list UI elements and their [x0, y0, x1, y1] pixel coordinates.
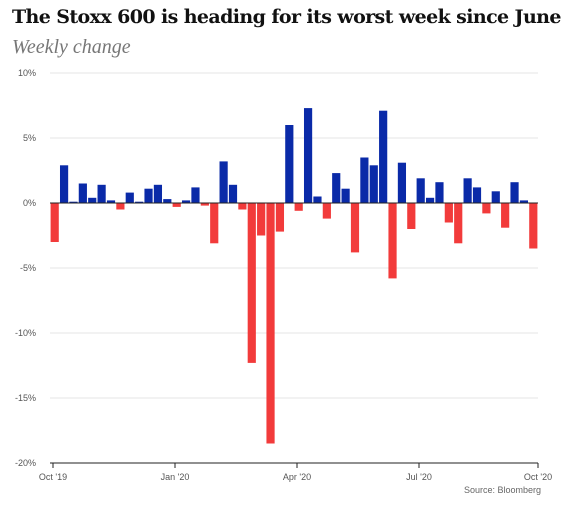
chart-subtitle: Weekly change — [12, 36, 131, 58]
bar — [144, 188, 153, 203]
bar — [435, 182, 444, 203]
y-tick-label: 0% — [23, 198, 36, 208]
x-tick-label: Oct '19 — [39, 472, 67, 482]
y-tick-label: 10% — [18, 68, 36, 78]
bar — [454, 203, 463, 244]
bar — [275, 203, 285, 232]
bar — [50, 203, 59, 242]
bar — [228, 184, 238, 203]
bar — [200, 203, 209, 206]
bar — [341, 188, 350, 203]
y-tick-label: -5% — [20, 263, 36, 273]
bar — [97, 184, 106, 203]
y-tick-label: -15% — [15, 393, 36, 403]
bar — [247, 203, 256, 363]
bar — [444, 203, 453, 223]
bar — [463, 178, 472, 203]
bar — [519, 200, 529, 203]
bar — [369, 165, 378, 203]
bar — [472, 187, 482, 203]
bar — [350, 203, 360, 253]
bar — [425, 197, 435, 203]
bar — [78, 183, 87, 203]
bar — [210, 203, 219, 244]
bar — [416, 178, 425, 203]
bar — [303, 108, 313, 203]
x-axis-ticks: Oct '19 Jan '20 Apr '20 Jul '20 Oct '20 — [39, 463, 552, 482]
y-tick-label: -10% — [15, 328, 36, 338]
bar — [313, 196, 322, 203]
axes — [50, 202, 538, 464]
bar — [360, 157, 369, 203]
bar — [69, 201, 78, 203]
y-tick-label: 5% — [23, 133, 36, 143]
bar — [191, 187, 200, 203]
x-tick-label: Oct '20 — [524, 472, 552, 482]
bar — [294, 203, 303, 211]
x-tick-label: Jan '20 — [161, 472, 190, 482]
bars — [50, 108, 538, 444]
bar — [529, 203, 538, 249]
bar — [257, 203, 266, 236]
bar — [116, 203, 125, 210]
bar — [88, 197, 97, 203]
bar — [388, 203, 397, 279]
bar — [322, 203, 331, 219]
bar — [285, 125, 294, 203]
bar — [59, 165, 69, 203]
bar — [163, 199, 172, 203]
bar — [181, 200, 191, 203]
bar — [491, 191, 500, 203]
bar — [397, 162, 407, 203]
bar — [379, 110, 388, 203]
bar — [238, 203, 247, 210]
x-tick-label: Jul '20 — [406, 472, 432, 482]
x-tick-label: Apr '20 — [283, 472, 311, 482]
bar — [125, 192, 134, 203]
y-tick-label: -20% — [15, 458, 36, 468]
chart-title: The Stoxx 600 is heading for its worst w… — [12, 6, 561, 28]
bar — [172, 203, 181, 207]
bar — [407, 203, 416, 229]
grid-lines — [50, 72, 538, 464]
source-note: Source: Bloomberg — [463, 485, 541, 495]
bar — [266, 203, 275, 444]
bar — [153, 184, 163, 203]
bar — [106, 200, 116, 203]
bar — [135, 201, 144, 203]
bar — [332, 173, 341, 203]
bar — [219, 161, 228, 203]
bar — [501, 203, 510, 228]
bar — [510, 182, 519, 203]
y-axis-ticks: 10% 5% 0% -5% -10% -15% -20% — [15, 68, 36, 468]
bar — [482, 203, 491, 214]
